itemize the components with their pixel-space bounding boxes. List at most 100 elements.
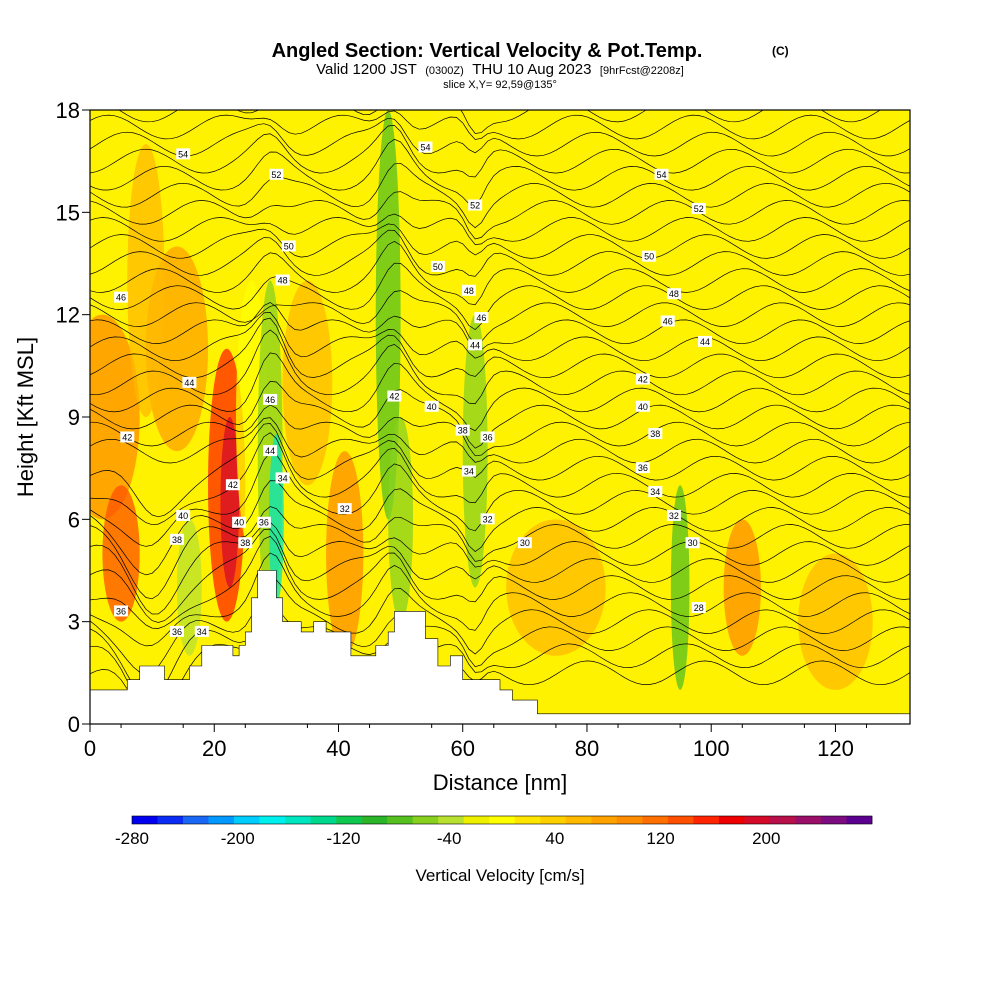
contour-label-21: 40 [424,400,439,412]
colorbar-swatch-1 [157,816,184,824]
isentrope-10 [90,452,910,547]
contour-label-28: 34 [461,465,476,477]
isentrope-33 [118,110,881,134]
contour-label-46: 28 [691,602,706,614]
contour-label-30: 42 [225,479,240,491]
contour-label-15: 44 [468,339,483,351]
contour-label-13: 46 [474,312,489,324]
contour-label-4: 52 [468,199,483,211]
colorbar-swatch-4 [234,816,260,824]
contour-label-43: 36 [114,605,129,617]
colorbar-swatch-17 [565,816,592,824]
contour-label-text-14: 46 [663,316,673,326]
x-tick-label-5: 100 [693,736,730,761]
velocity-cell-17 [176,519,202,656]
contour-label-45: 34 [194,625,209,637]
isentrope-5 [90,535,910,629]
contour-label-29: 36 [635,462,650,474]
colorbar-swatch-18 [591,816,618,824]
contour-label-27: 44 [263,445,278,457]
contour-label-22: 40 [635,400,650,412]
contour-label-text-0: 54 [178,149,188,159]
colorbar-swatch-13 [463,816,490,824]
contour-label-3: 54 [654,168,669,180]
y-tick-label-5: 15 [56,200,80,225]
contour-label-text-19: 42 [389,392,399,402]
contour-label-text-44: 36 [172,627,182,637]
isentrope-3 [90,579,910,675]
isentrope-6 [90,528,910,623]
x-tick-label-3: 60 [450,736,474,761]
velocity-cell-15 [723,519,761,656]
isentrope-8 [90,506,910,600]
contour-label-25: 36 [480,431,495,443]
colorbar-swatch-7 [310,816,337,824]
colorbar-frame [131,815,873,825]
contour-label-text-31: 34 [278,473,288,483]
contour-label-text-11: 48 [669,289,679,299]
terrain-mask [89,570,911,725]
contour-label-text-30: 42 [228,480,238,490]
isentrope-7 [90,521,910,615]
contour-label-40: 38 [238,537,253,549]
isentrope-31 [90,117,910,157]
contour-label-42: 30 [685,537,700,549]
chart-subtitle: Valid 1200 JST (0300Z) THU 10 Aug 2023 [… [316,61,684,78]
isentrope-13 [90,417,910,464]
colorbar-tick-label-6: 200 [752,829,780,848]
contour-label-text-41: 30 [520,538,530,548]
isentrope-2 [90,606,910,700]
contour-label-10: 48 [461,284,476,296]
contour-labels: 54 52 54 54 52 52 50 50 50 48 48 48 46 46 46 44 44 44 42 42… [114,141,712,637]
y-axis-title: Height [Kft MSL] [13,337,38,497]
x-tick-label-2: 40 [326,736,350,761]
contour-label-text-10: 48 [464,286,474,296]
contour-label-8: 50 [642,250,657,262]
contour-label-text-9: 48 [278,276,288,286]
colorbar-swatch-9 [361,816,388,824]
isentrope-25 [90,223,910,259]
contour-label-26: 38 [648,428,663,440]
velocity-cell-8 [282,280,333,486]
contour-label-7: 50 [430,260,445,272]
isentrope-28 [90,162,910,229]
isentrope-15 [90,381,910,449]
chart-slice-label: slice X,Y= 92,59@135° [443,79,557,91]
isentrope-9 [90,480,910,576]
colorbar-swatch-22 [693,816,720,824]
y-tick-label-2: 6 [68,507,80,532]
contour-label-text-26: 38 [650,429,660,439]
x-tick-label-6: 120 [817,736,854,761]
contour-label-12: 46 [114,291,129,303]
colorbar-swatch-20 [642,816,669,824]
contour-label-text-24: 38 [458,426,468,436]
contour-label-37: 32 [480,513,495,525]
colorbar-swatch-14 [489,816,516,824]
isentrope-4 [90,552,910,647]
isentrope-27 [90,191,910,240]
colorbar-ticks: -280 -200 -120 -40 40 120 200 [115,829,780,848]
x-tick-label-0: 0 [84,736,96,761]
y-tick-label-3: 9 [68,405,80,430]
velocity-cell-0 [90,314,140,520]
colorbar-tick-label-2: -120 [326,829,360,848]
colorbar-swatch-21 [667,816,694,824]
contour-label-text-27: 44 [265,446,275,456]
isentrope-21 [90,290,910,345]
contour-label-text-4: 52 [470,201,480,211]
colorbar-title: Vertical Velocity [cm/s] [415,866,584,885]
contour-label-text-33: 32 [340,504,350,514]
contour-label-text-13: 46 [476,313,486,323]
velocity-cell-18 [127,144,165,418]
isentrope-24 [90,229,910,277]
isentrope-18 [90,317,910,379]
y-axis: 0 3 6 9 12 15 18 [56,98,90,737]
x-axis-title: Distance [nm] [433,770,568,795]
contour-label-text-18: 42 [638,374,648,384]
isentrope-16 [90,352,910,432]
contour-label-text-1: 52 [271,170,281,180]
contour-label-text-22: 40 [638,402,648,412]
contour-label-2: 54 [418,141,433,153]
colorbar-swatch-3 [208,816,235,824]
subtitle-zulu: (0300Z) [425,65,464,77]
